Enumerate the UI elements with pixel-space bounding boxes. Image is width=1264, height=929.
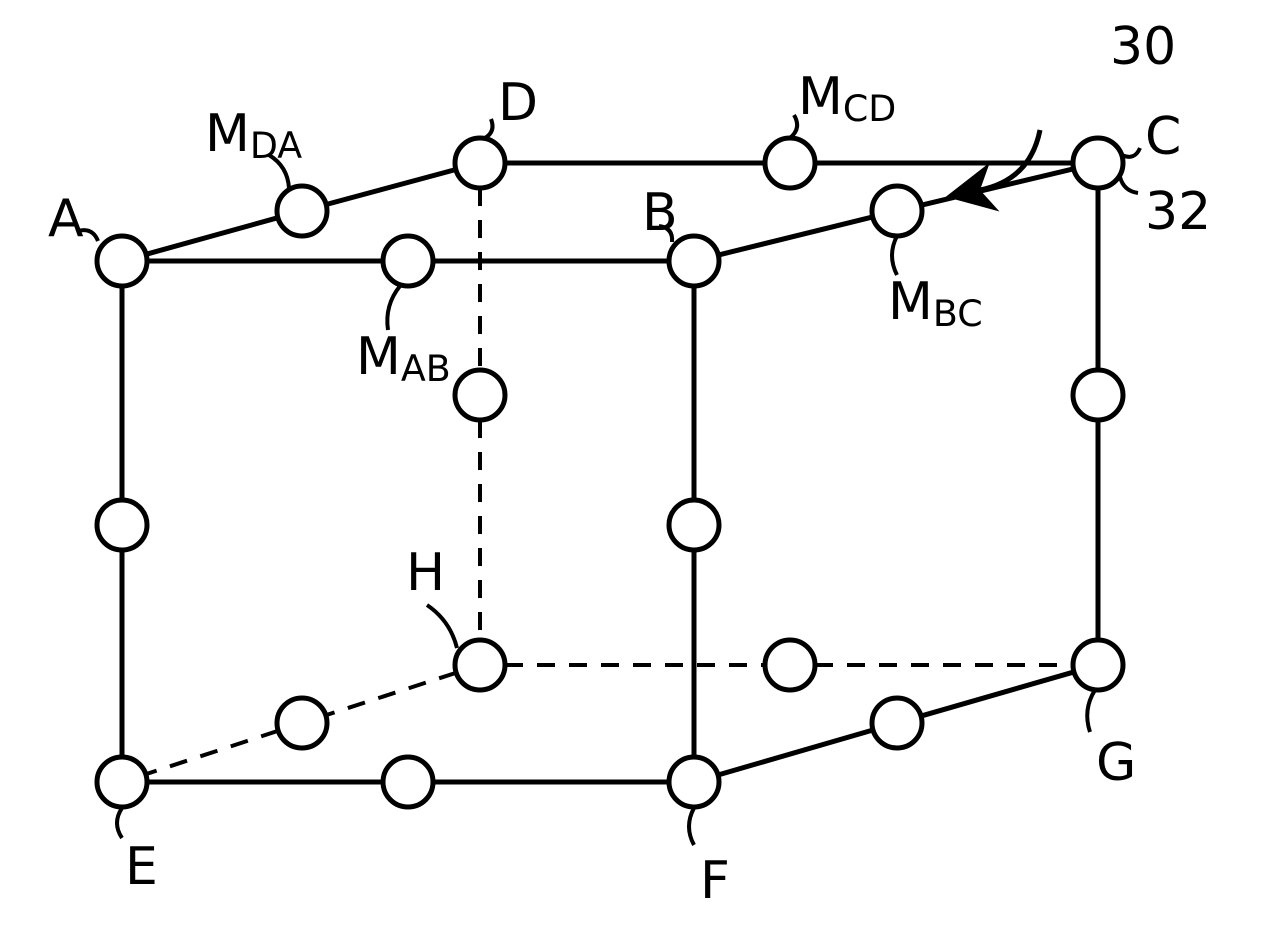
- edges-solid-group: [122, 163, 1098, 782]
- leader-MBC: [892, 236, 897, 275]
- label-E: E: [125, 837, 158, 897]
- label-A: A: [48, 189, 84, 249]
- node-D: [455, 138, 505, 188]
- leader-H: [427, 605, 457, 648]
- node-C: [1073, 138, 1123, 188]
- label-MAB: MAB: [356, 327, 451, 390]
- edge-B-MBC: [718, 217, 872, 255]
- leader-MCD: [790, 115, 797, 138]
- edge-MFG-G: [921, 672, 1074, 716]
- label-MCD: MCD: [798, 67, 896, 130]
- edge-F-MFG: [718, 730, 873, 775]
- node-MAB: [383, 236, 433, 286]
- node-MCD: [765, 138, 815, 188]
- label-ref-32: 32: [1145, 182, 1211, 242]
- node-MDH: [455, 370, 505, 420]
- cube-diagram: A B C D E F G H MAB MBC MCD MDA 32 30: [0, 0, 1264, 929]
- node-MHE: [277, 698, 327, 748]
- nodes-group: [97, 138, 1123, 807]
- edge-MDA-A: [146, 218, 278, 255]
- leader-D: [483, 119, 493, 139]
- node-MBC: [872, 186, 922, 236]
- node-E: [97, 757, 147, 807]
- node-MDA: [277, 186, 327, 236]
- leader-E: [117, 808, 122, 838]
- node-G: [1073, 640, 1123, 690]
- label-B: B: [642, 183, 678, 243]
- label-ref-30: 30: [1110, 17, 1176, 77]
- leader-ref-32: [1120, 177, 1138, 193]
- edge-H-MHE: [326, 673, 456, 716]
- label-G: G: [1096, 733, 1136, 793]
- edges-dashed-group: [146, 188, 1073, 774]
- leader-G: [1087, 690, 1095, 732]
- node-F: [669, 757, 719, 807]
- label-F: F: [700, 851, 730, 911]
- node-MFG: [872, 698, 922, 748]
- node-MEF: [383, 757, 433, 807]
- label-D: D: [498, 73, 538, 133]
- leader-F: [689, 808, 694, 845]
- label-MBC: MBC: [888, 272, 983, 335]
- label-leaders-group: [78, 115, 1140, 845]
- node-MAE: [97, 500, 147, 550]
- leader-C: [1122, 148, 1140, 157]
- node-A: [97, 236, 147, 286]
- edge-D-MDA: [326, 170, 456, 205]
- edge-MHE-E: [146, 731, 278, 774]
- node-MCG: [1073, 370, 1123, 420]
- node-MGH: [765, 640, 815, 690]
- label-H: H: [406, 543, 445, 603]
- leader-MAB: [387, 286, 400, 330]
- label-MDA: MDA: [205, 104, 302, 167]
- label-C: C: [1145, 107, 1181, 167]
- node-MBF: [669, 500, 719, 550]
- node-B: [669, 236, 719, 286]
- node-H: [455, 640, 505, 690]
